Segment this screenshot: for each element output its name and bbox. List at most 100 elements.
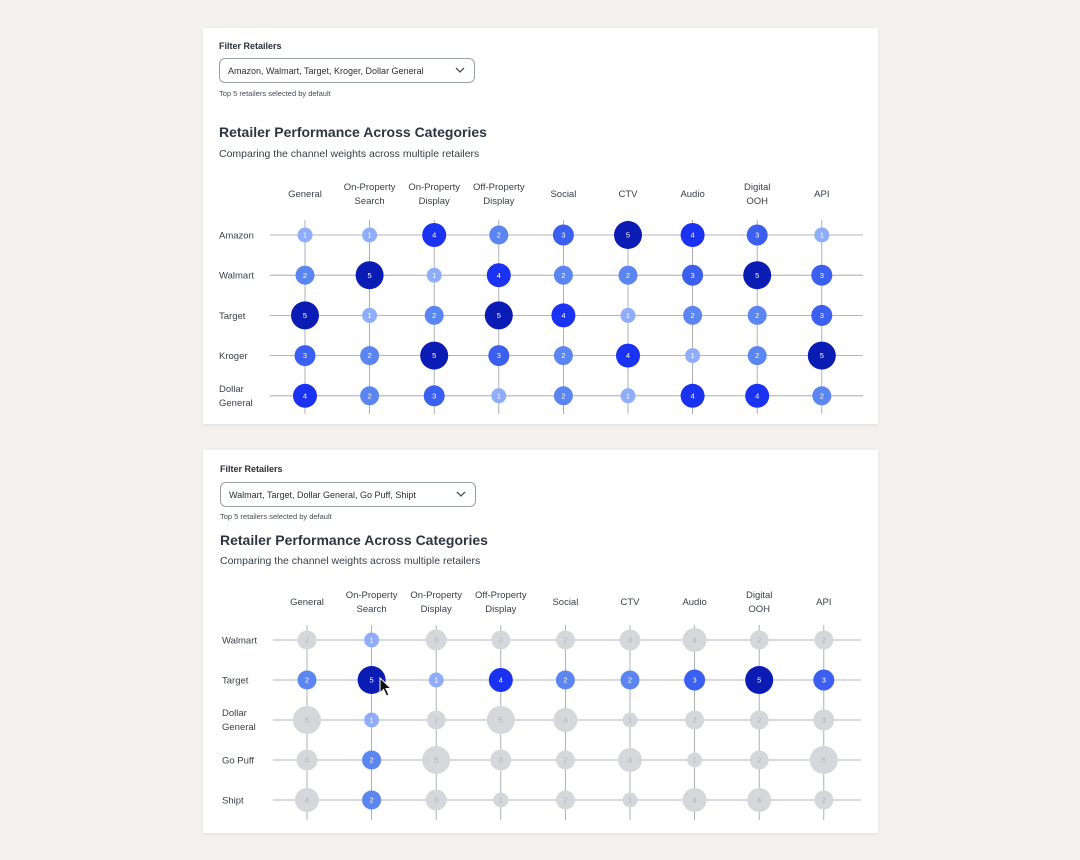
data-bubble[interactable]: 2 bbox=[553, 265, 573, 285]
data-bubble[interactable]: 2 bbox=[553, 346, 573, 366]
data-bubble[interactable]: 2 bbox=[747, 305, 767, 325]
data-bubble[interactable]: 5 bbox=[614, 221, 642, 249]
data-bubble[interactable]: 1 bbox=[297, 227, 313, 243]
data-bubble[interactable]: 3 bbox=[488, 345, 510, 367]
bubble-value-label: 4 bbox=[432, 231, 436, 240]
data-bubble[interactable]: 2 bbox=[749, 630, 769, 650]
data-bubble[interactable]: 3 bbox=[811, 304, 833, 326]
data-bubble[interactable]: 2 bbox=[295, 265, 315, 285]
data-bubble[interactable]: 5 bbox=[355, 261, 384, 290]
data-bubble[interactable]: 3 bbox=[294, 345, 316, 367]
data-bubble[interactable]: 3 bbox=[746, 224, 768, 246]
data-bubble[interactable]: 1 bbox=[622, 792, 638, 808]
data-bubble[interactable]: 5 bbox=[293, 706, 321, 734]
data-bubble[interactable]: 1 bbox=[493, 792, 509, 808]
data-bubble[interactable]: 1 bbox=[426, 267, 442, 283]
data-bubble[interactable]: 3 bbox=[425, 789, 447, 811]
data-bubble[interactable]: 2 bbox=[360, 346, 380, 366]
column-label: General bbox=[288, 189, 322, 200]
data-bubble[interactable]: 4 bbox=[680, 383, 705, 408]
data-bubble[interactable]: 2 bbox=[426, 710, 446, 730]
data-bubble[interactable]: 4 bbox=[486, 263, 511, 288]
data-bubble[interactable]: 4 bbox=[745, 383, 770, 408]
data-bubble[interactable]: 5 bbox=[743, 261, 772, 290]
data-bubble[interactable]: 2 bbox=[489, 225, 509, 245]
data-bubble[interactable]: 1 bbox=[620, 388, 636, 404]
bubble-value-label: 5 bbox=[368, 271, 372, 280]
data-bubble[interactable]: 2 bbox=[360, 386, 380, 406]
data-bubble[interactable]: 2 bbox=[297, 630, 317, 650]
data-bubble[interactable]: 2 bbox=[685, 710, 705, 730]
data-bubble[interactable]: 4 bbox=[422, 223, 447, 247]
data-bubble[interactable]: 3 bbox=[619, 629, 641, 651]
retailer-filter-select[interactable]: Amazon, Walmart, Target, Kroger, Dollar … bbox=[219, 58, 475, 83]
data-bubble[interactable]: 4 bbox=[551, 303, 576, 328]
data-bubble[interactable]: 4 bbox=[682, 628, 707, 652]
data-bubble[interactable]: 2 bbox=[620, 670, 640, 690]
data-bubble[interactable]: 1 bbox=[362, 227, 378, 243]
data-bubble[interactable]: 5 bbox=[809, 746, 838, 774]
data-bubble[interactable]: 1 bbox=[364, 632, 380, 648]
data-bubble[interactable]: 2 bbox=[555, 790, 575, 810]
data-bubble[interactable]: 2 bbox=[814, 790, 834, 810]
data-bubble[interactable]: 4 bbox=[680, 223, 705, 247]
data-bubble[interactable]: 4 bbox=[295, 788, 319, 812]
data-bubble[interactable]: 5 bbox=[484, 301, 513, 330]
data-bubble[interactable]: 4 bbox=[682, 788, 707, 812]
data-bubble[interactable]: 3 bbox=[682, 264, 704, 286]
data-bubble[interactable]: 5 bbox=[745, 666, 774, 694]
retailer-filter-select[interactable]: Walmart, Target, Dollar General, Go Puff… bbox=[220, 482, 476, 507]
data-bubble[interactable]: 1 bbox=[685, 348, 701, 364]
data-bubble[interactable]: 3 bbox=[490, 749, 512, 771]
data-bubble[interactable]: 3 bbox=[296, 749, 318, 771]
data-bubble[interactable]: 1 bbox=[814, 227, 830, 243]
data-bubble[interactable]: 4 bbox=[488, 668, 513, 692]
data-bubble[interactable]: 2 bbox=[814, 630, 834, 650]
data-bubble[interactable]: 2 bbox=[683, 305, 703, 325]
data-bubble[interactable]: 2 bbox=[555, 750, 575, 770]
data-bubble[interactable]: 5 bbox=[420, 341, 449, 370]
data-bubble[interactable]: 1 bbox=[428, 672, 444, 688]
data-bubble[interactable]: 2 bbox=[555, 670, 575, 690]
data-bubble[interactable]: 3 bbox=[552, 224, 574, 246]
data-bubble[interactable]: 4 bbox=[553, 708, 578, 732]
data-bubble[interactable]: 3 bbox=[813, 709, 835, 731]
data-bubble[interactable]: 5 bbox=[357, 666, 386, 694]
data-bubble[interactable]: 2 bbox=[297, 670, 317, 690]
data-bubble[interactable]: 3 bbox=[811, 264, 833, 286]
data-bubble[interactable]: 5 bbox=[486, 706, 515, 734]
data-bubble[interactable]: 4 bbox=[293, 383, 317, 408]
data-bubble[interactable]: 2 bbox=[362, 750, 382, 770]
data-bubble[interactable]: 1 bbox=[362, 307, 378, 323]
bubble-circle bbox=[555, 630, 575, 650]
data-bubble[interactable]: 2 bbox=[424, 305, 444, 325]
data-bubble[interactable]: 1 bbox=[687, 752, 703, 768]
data-bubble[interactable]: 1 bbox=[491, 388, 507, 404]
data-bubble[interactable]: 1 bbox=[364, 712, 380, 728]
data-bubble[interactable]: 2 bbox=[812, 386, 832, 406]
data-bubble[interactable]: 2 bbox=[747, 346, 767, 366]
bubble-circle bbox=[684, 669, 706, 691]
data-bubble[interactable]: 5 bbox=[291, 301, 319, 330]
data-bubble[interactable]: 3 bbox=[684, 669, 706, 691]
data-bubble[interactable]: 2 bbox=[618, 265, 638, 285]
data-bubble[interactable]: 3 bbox=[423, 385, 445, 407]
data-bubble[interactable]: 1 bbox=[622, 712, 638, 728]
data-bubble[interactable]: 4 bbox=[618, 748, 642, 772]
bubble-circle bbox=[362, 750, 382, 770]
data-bubble[interactable]: 1 bbox=[620, 307, 636, 323]
bubble-circle bbox=[622, 792, 638, 808]
data-bubble[interactable]: 3 bbox=[425, 629, 447, 651]
data-bubble[interactable]: 2 bbox=[555, 630, 575, 650]
data-bubble[interactable]: 2 bbox=[491, 630, 511, 650]
column-label: Audio bbox=[680, 189, 704, 200]
data-bubble[interactable]: 5 bbox=[807, 341, 836, 370]
data-bubble[interactable]: 2 bbox=[553, 386, 573, 406]
data-bubble[interactable]: 2 bbox=[362, 790, 382, 810]
data-bubble[interactable]: 4 bbox=[616, 343, 640, 368]
data-bubble[interactable]: 5 bbox=[422, 746, 451, 774]
data-bubble[interactable]: 3 bbox=[813, 669, 835, 691]
data-bubble[interactable]: 2 bbox=[749, 710, 769, 730]
data-bubble[interactable]: 2 bbox=[749, 750, 769, 770]
data-bubble[interactable]: 4 bbox=[747, 788, 772, 812]
